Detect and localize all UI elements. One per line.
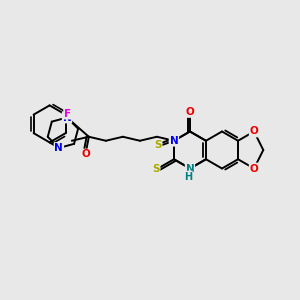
Text: O: O xyxy=(250,164,258,173)
Text: S: S xyxy=(152,164,160,173)
Text: O: O xyxy=(186,107,194,117)
Text: N: N xyxy=(63,112,71,123)
Text: O: O xyxy=(82,149,90,160)
Text: N: N xyxy=(169,136,178,146)
Text: O: O xyxy=(250,127,258,136)
Text: F: F xyxy=(64,109,71,118)
Text: N: N xyxy=(186,164,194,173)
Text: S: S xyxy=(154,140,162,150)
Text: H: H xyxy=(184,172,192,182)
Text: N: N xyxy=(55,143,63,153)
